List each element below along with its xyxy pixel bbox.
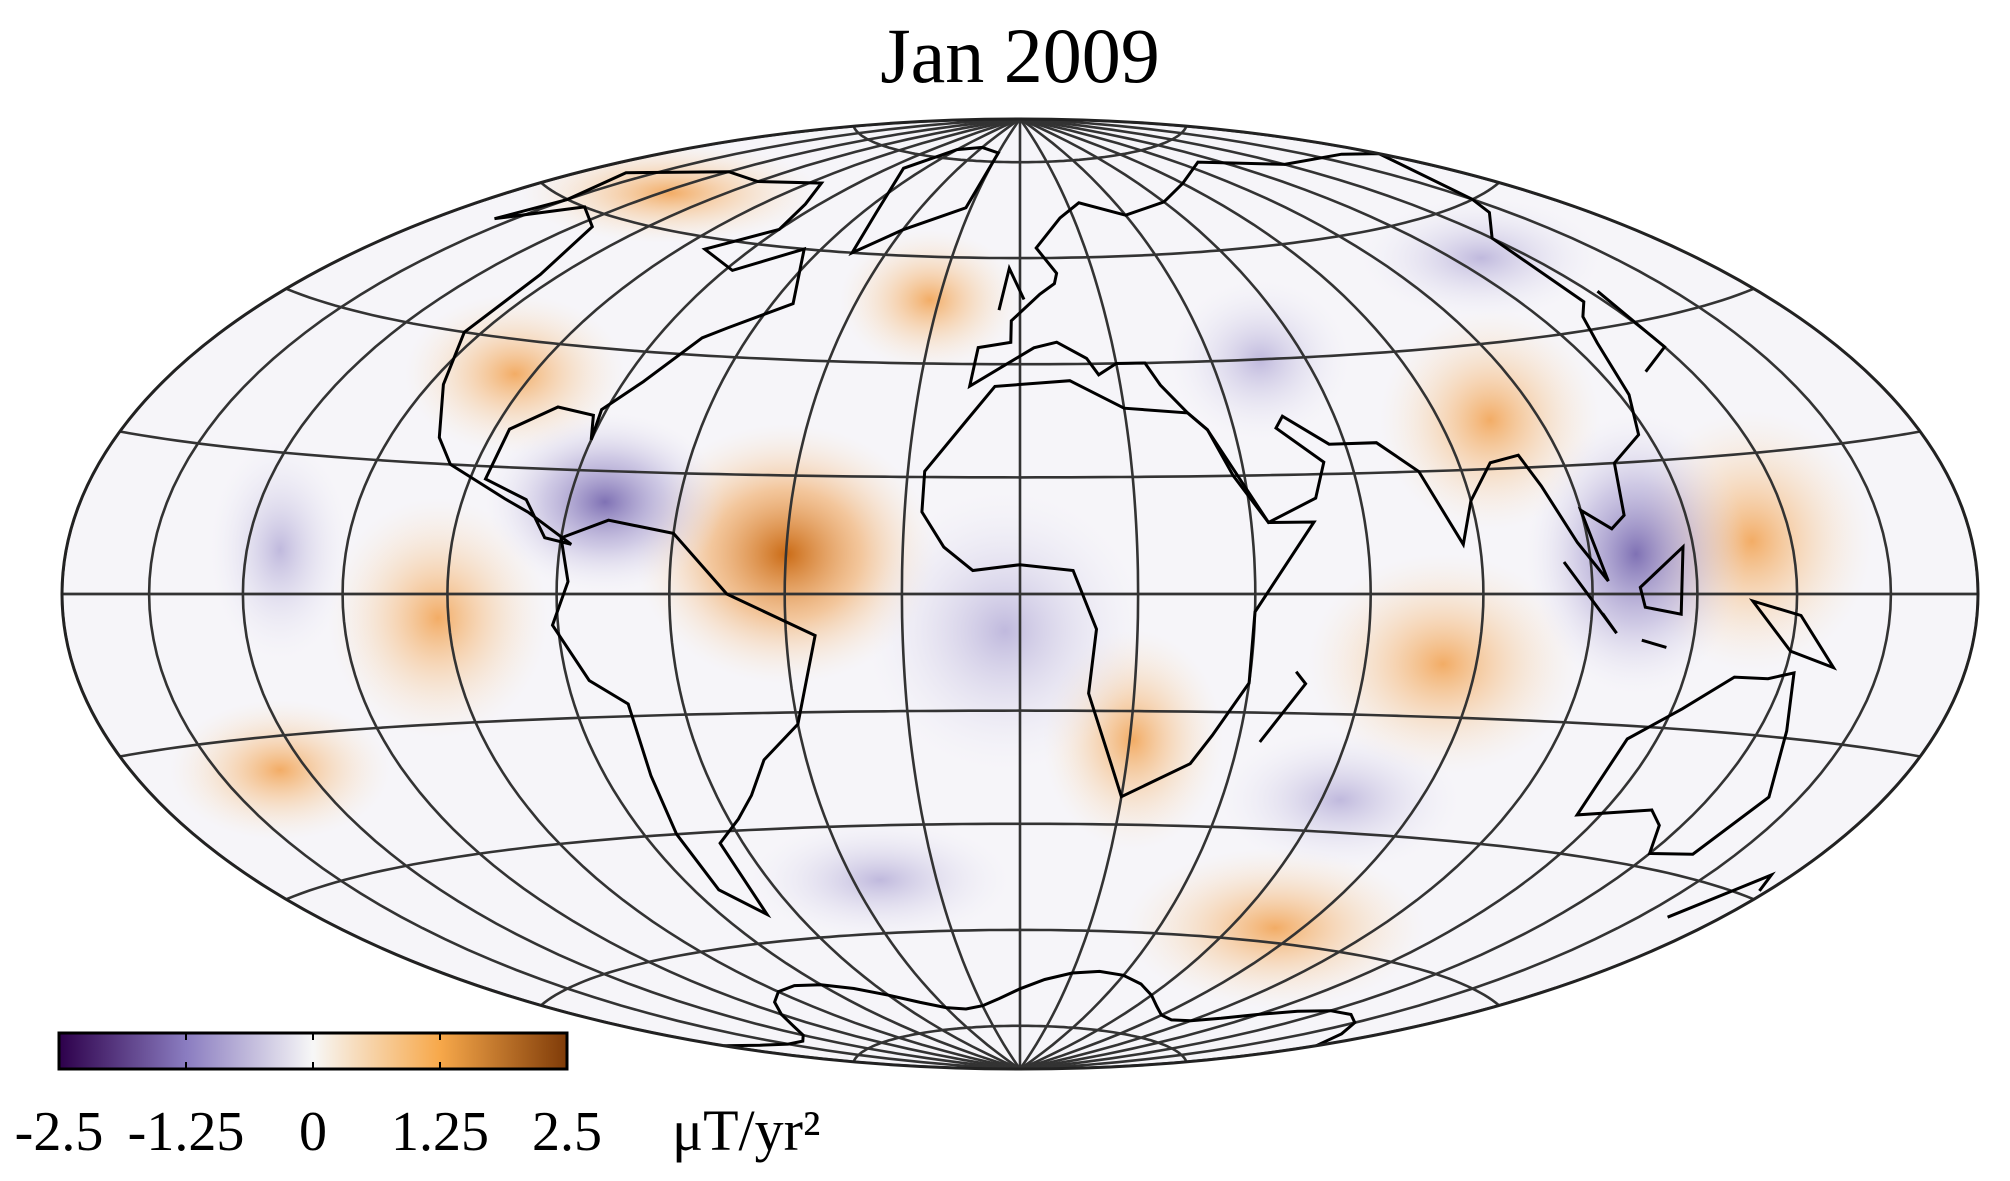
coastline bbox=[1638, 543, 1685, 617]
coastline bbox=[723, 969, 1357, 1048]
parallel bbox=[285, 287, 1755, 366]
colorbar-tick-label: 0 bbox=[299, 1101, 327, 1163]
anomaly-blob bbox=[1361, 198, 1601, 318]
parallel bbox=[119, 709, 1921, 758]
coastline bbox=[1574, 670, 1796, 856]
coastline bbox=[967, 152, 1641, 582]
anomaly-blob bbox=[520, 143, 820, 243]
anomaly-blob bbox=[485, 412, 725, 592]
parallel bbox=[852, 125, 1188, 164]
colorbar-unit: μT/yr² bbox=[672, 1098, 820, 1163]
anomaly-blob bbox=[210, 440, 350, 660]
colorbar-tick-label: 1.25 bbox=[391, 1101, 489, 1163]
anomaly-blob bbox=[865, 491, 1145, 771]
parallel bbox=[540, 928, 1500, 1007]
anomaly-blob bbox=[1220, 730, 1460, 870]
coastline bbox=[1748, 598, 1838, 671]
anomaly-blob bbox=[328, 498, 548, 738]
coastline bbox=[437, 170, 825, 546]
anomaly-blob bbox=[170, 700, 390, 840]
anomaly-blob bbox=[840, 230, 1020, 370]
globe-outline bbox=[60, 117, 1980, 1071]
coastline bbox=[1596, 290, 1667, 373]
coastline bbox=[1667, 871, 1776, 919]
parallel bbox=[852, 1024, 1188, 1063]
parallel bbox=[119, 430, 1921, 479]
coastline bbox=[550, 518, 817, 919]
coastline bbox=[1641, 638, 1667, 649]
anomaly-blob bbox=[750, 820, 1010, 940]
coastline bbox=[1562, 561, 1618, 635]
colorbar-ticks: -2.5 -1.25 0 1.25 2.5 bbox=[15, 1033, 602, 1163]
anomaly-blob bbox=[1380, 310, 1600, 530]
anomaly-blob bbox=[1125, 848, 1425, 1008]
colorbar-tick-label: -1.25 bbox=[128, 1101, 245, 1163]
colorbar-tick-label: 2.5 bbox=[532, 1101, 602, 1163]
coastline bbox=[997, 263, 1026, 311]
coastline bbox=[1258, 670, 1308, 743]
coastlines bbox=[437, 145, 1838, 1048]
parallel bbox=[540, 181, 1500, 260]
anomaly-blob bbox=[1526, 414, 1746, 694]
colorbar-tick-label: -2.5 bbox=[15, 1101, 104, 1163]
parallel bbox=[285, 822, 1755, 901]
coastline bbox=[848, 145, 1001, 257]
coastline bbox=[920, 379, 1317, 799]
map-title: Jan 2009 bbox=[880, 12, 1159, 99]
